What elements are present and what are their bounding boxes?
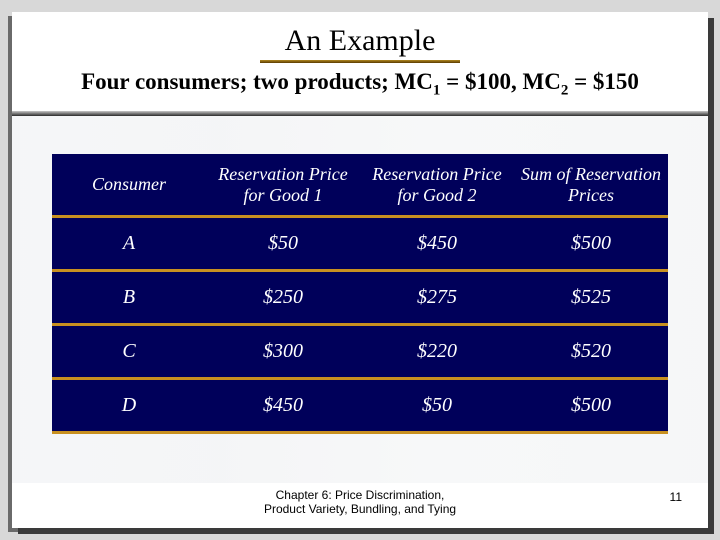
slide-title: An Example: [37, 20, 683, 58]
cell: $525: [514, 271, 668, 325]
table-header-row: Consumer Reservation Price for Good 1 Re…: [52, 154, 668, 217]
footer-chapter: Chapter 6: Price Discrimination, Product…: [264, 488, 456, 517]
cell: $500: [514, 379, 668, 433]
cell: $50: [206, 217, 360, 271]
subtitle-part: = $100, MC: [440, 69, 560, 94]
data-table-container: Consumer Reservation Price for Good 1 Re…: [52, 154, 668, 434]
col-header: Reservation Price for Good 1: [206, 154, 360, 217]
cell: C: [52, 325, 206, 379]
table-body: A $50 $450 $500 B $250 $275 $525 C $300 …: [52, 217, 668, 433]
cell: $300: [206, 325, 360, 379]
cell: D: [52, 379, 206, 433]
title-area: An Example Four consumers; two products;…: [37, 20, 683, 110]
slide: An Example Four consumers; two products;…: [12, 12, 708, 528]
title-underline: [260, 60, 460, 63]
cell: $450: [206, 379, 360, 433]
col-header: Sum of Reservation Prices: [514, 154, 668, 217]
slide-subtitle: Four consumers; two products; MC1 = $100…: [37, 69, 683, 100]
footer-page-number: 11: [670, 490, 682, 504]
table-row: D $450 $50 $500: [52, 379, 668, 433]
cell: B: [52, 271, 206, 325]
cell: $275: [360, 271, 514, 325]
cell: $500: [514, 217, 668, 271]
cell: $50: [360, 379, 514, 433]
table-row: B $250 $275 $525: [52, 271, 668, 325]
cell: $220: [360, 325, 514, 379]
cell: $450: [360, 217, 514, 271]
subtitle-part: Four consumers; two products; MC: [81, 69, 433, 94]
subtitle-part: = $150: [568, 69, 639, 94]
cell: $250: [206, 271, 360, 325]
reservation-price-table: Consumer Reservation Price for Good 1 Re…: [52, 154, 668, 434]
table-row: C $300 $220 $520: [52, 325, 668, 379]
divider-bar: [12, 111, 708, 116]
table-row: A $50 $450 $500: [52, 217, 668, 271]
cell: $520: [514, 325, 668, 379]
col-header: Reservation Price for Good 2: [360, 154, 514, 217]
col-header: Consumer: [52, 154, 206, 217]
footer: Chapter 6: Price Discrimination, Product…: [12, 488, 708, 522]
cell: A: [52, 217, 206, 271]
